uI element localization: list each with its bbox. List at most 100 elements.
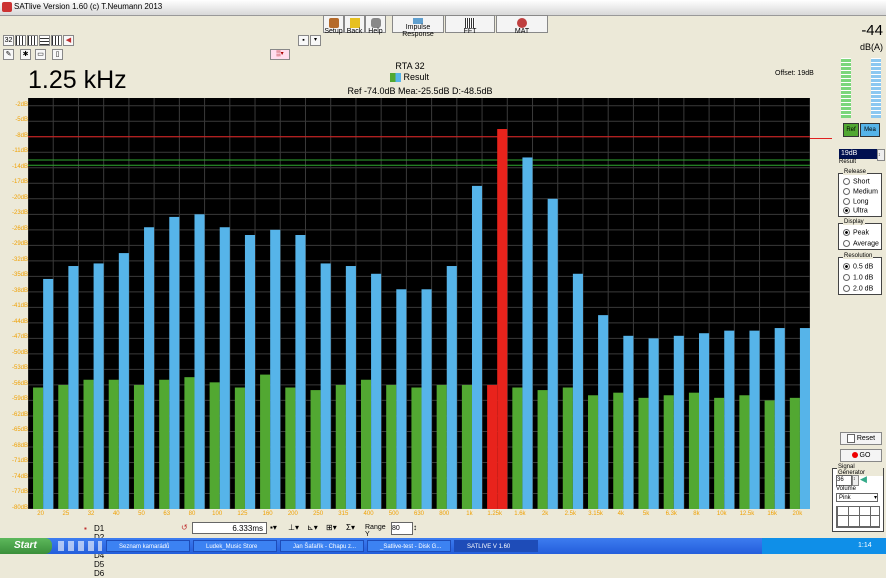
speaker-icon[interactable]: ◀	[63, 35, 74, 46]
y-tick-label: -35dB	[11, 272, 28, 279]
impulse-response-button[interactable]: Impulse Response	[392, 15, 444, 38]
resolution-0-5db[interactable]: 0.5 dB	[843, 263, 873, 270]
ref-bar	[184, 377, 195, 509]
result-bar	[446, 266, 457, 509]
device-icon[interactable]: ▭	[35, 49, 46, 60]
result-bar	[93, 263, 104, 509]
y-tick-label: -2dB	[15, 101, 28, 108]
result-bar	[648, 338, 659, 509]
noise-select[interactable]: Pink ▾	[836, 493, 878, 502]
page-icon[interactable]: ▯	[52, 49, 63, 60]
spectrum-view-icon[interactable]	[27, 35, 38, 46]
y-tick-label: -44dB	[11, 318, 28, 325]
bars-view-icon[interactable]	[51, 35, 62, 46]
ref-bar	[133, 384, 145, 509]
axis-icon[interactable]: ⊾▾	[307, 523, 318, 532]
start-button[interactable]: Start	[0, 538, 52, 554]
go-button[interactable]: GO	[840, 449, 882, 462]
d6-button[interactable]: D6	[94, 569, 105, 578]
save-bottom-icon[interactable]: ▪	[84, 524, 87, 533]
x-tick-label: 20k	[792, 511, 803, 517]
zoom-icon[interactable]: ⊞▾	[326, 523, 337, 532]
quick-launch-icons[interactable]	[58, 541, 102, 551]
y-tick-label: -32dB	[11, 256, 28, 263]
ref-bar	[209, 382, 220, 509]
result-bar	[194, 214, 205, 509]
x-tick-label: 125	[237, 511, 248, 517]
x-tick-label: 400	[363, 511, 374, 517]
y-tick-label: -20dB	[11, 194, 28, 201]
radio-dot	[843, 178, 850, 185]
x-tick-label: 4k	[617, 511, 624, 517]
meter-bar-right	[871, 58, 881, 118]
x-tick-label: 80	[188, 511, 196, 517]
ref-bar	[739, 395, 750, 509]
release-short[interactable]: Short	[843, 178, 870, 185]
grid-view-icon[interactable]	[15, 35, 26, 46]
marker-icon[interactable]: ⊥▾	[288, 523, 299, 532]
frequency-readout: 1.25 kHz	[28, 66, 127, 94]
d1-button[interactable]: D1	[94, 524, 105, 533]
reset-button[interactable]: Reset	[840, 432, 882, 445]
resolution-1-0db[interactable]: 1.0 dB	[843, 274, 873, 281]
range-y-spinner[interactable]: ↕	[413, 523, 417, 532]
sum-button[interactable]: Σ▾	[346, 523, 355, 532]
meter-bar-left	[841, 58, 851, 118]
task-seznam[interactable]: Seznam kamarádů	[106, 540, 190, 552]
display-average[interactable]: Average	[843, 240, 879, 247]
y-tick-label: -53dB	[11, 365, 28, 372]
display-group: Display Peak Average	[838, 219, 882, 250]
undo-icon[interactable]: ↺	[181, 523, 188, 532]
ref-button[interactable]: Ref	[843, 123, 859, 137]
save-delay-icon[interactable]: ▪▾	[270, 523, 277, 532]
y-tick-label: -71dB	[11, 458, 28, 465]
chart-subtitle: Ref -74.0dB Mea:-25.5dB D:-48.5dB	[347, 86, 493, 96]
ref-bar	[108, 379, 119, 509]
settings-icon[interactable]: ✱	[20, 49, 31, 60]
mat-button[interactable]: MAT	[496, 15, 548, 35]
help-button[interactable]: Help	[365, 15, 386, 35]
y-tick-label: -29dB	[11, 241, 28, 248]
level-spinner[interactable]: ↕	[852, 475, 859, 486]
clock: 1:14	[858, 542, 872, 549]
offset-spinner[interactable]: ↕	[877, 149, 885, 161]
save-icon[interactable]: ▪	[298, 35, 309, 46]
save-dropdown-icon[interactable]: ▾	[310, 35, 321, 46]
table-view-icon[interactable]	[39, 35, 50, 46]
display-peak[interactable]: Peak	[843, 229, 869, 236]
delay-time-field[interactable]: 6.333ms	[192, 522, 267, 534]
y-tick-label: -26dB	[11, 225, 28, 232]
task-satlive-test[interactable]: _Satlive-test - Disk G...	[367, 540, 451, 552]
d2-button[interactable]: D2	[94, 533, 104, 542]
task-satlive[interactable]: SATLIVE V 1.60	[454, 540, 538, 552]
generator-grid[interactable]	[836, 506, 880, 528]
tool-icon[interactable]: ✎	[3, 49, 14, 60]
d5-button[interactable]: D5	[94, 560, 105, 569]
range-dropdown-icon[interactable]: ▒▾	[270, 49, 290, 60]
offset-field[interactable]: 19dB	[839, 149, 877, 159]
setup-button[interactable]: Setup	[323, 15, 344, 35]
x-tick-label: 12.5k	[739, 511, 755, 517]
release-medium[interactable]: Medium	[843, 188, 878, 195]
resolution-2-0db[interactable]: 2.0 dB	[843, 285, 873, 292]
x-tick-label: 25	[62, 511, 70, 517]
fft-button[interactable]: FFT	[445, 15, 495, 35]
mea-button[interactable]: Mea	[860, 123, 880, 137]
ref-bar	[562, 387, 573, 509]
task-music-store[interactable]: Ludek_Music Store	[193, 540, 277, 552]
app-icon	[2, 2, 12, 12]
speaker-output-icon[interactable]: ◀	[860, 474, 867, 484]
task-jan-safarik[interactable]: Jan Šafařík - Chapu z...	[280, 540, 364, 552]
rta-button[interactable]: 32	[3, 35, 14, 46]
x-tick-label: 315	[338, 511, 349, 517]
x-tick-label: 2.5k	[564, 511, 577, 517]
release-long[interactable]: Long	[843, 198, 869, 205]
back-button[interactable]: Back	[344, 15, 365, 35]
result-bar	[244, 235, 256, 509]
x-tick-label: 40	[112, 511, 120, 517]
level-input[interactable]: 36	[836, 475, 852, 486]
y-tick-label: -59dB	[11, 396, 28, 403]
release-ultra[interactable]: Ultra	[843, 207, 868, 214]
range-y-field[interactable]: 80	[391, 522, 413, 535]
ref-bar	[512, 387, 523, 509]
